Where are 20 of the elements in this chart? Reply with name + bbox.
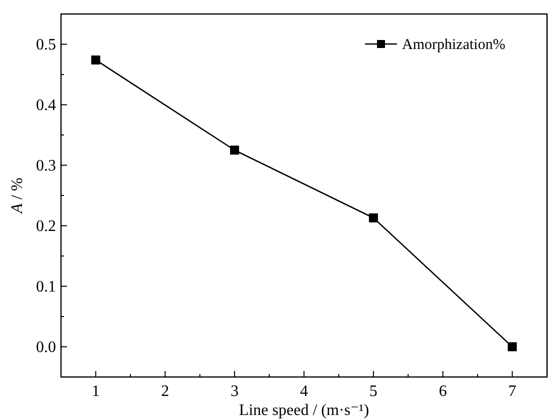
y-axis-title: A / % bbox=[9, 178, 26, 214]
point bbox=[508, 342, 517, 352]
x-tick-label: 6 bbox=[438, 383, 447, 400]
y-tick-label: 0.4 bbox=[36, 96, 56, 114]
x-axis-title: Line speed / (m·s⁻¹) bbox=[238, 402, 370, 419]
y-tick-label: 0.5 bbox=[36, 36, 56, 54]
y-tick-label: 0.2 bbox=[36, 218, 56, 235]
x-tick-label: 2 bbox=[161, 383, 170, 400]
x-tick-label: 7 bbox=[508, 383, 516, 400]
point bbox=[368, 213, 378, 222]
point bbox=[91, 55, 100, 64]
x-tick-label: 3 bbox=[230, 383, 239, 400]
y-tick-label: 0.0 bbox=[36, 338, 56, 356]
x-tick-label: 1 bbox=[92, 383, 100, 400]
point bbox=[230, 146, 240, 155]
y-tick-label: 0.3 bbox=[36, 157, 56, 174]
legend-label: Amorphization% bbox=[402, 37, 506, 53]
y-tick-label: 0.1 bbox=[36, 278, 56, 296]
x-tick-label: 5 bbox=[369, 383, 378, 400]
x-tick-label: 4 bbox=[300, 383, 308, 400]
